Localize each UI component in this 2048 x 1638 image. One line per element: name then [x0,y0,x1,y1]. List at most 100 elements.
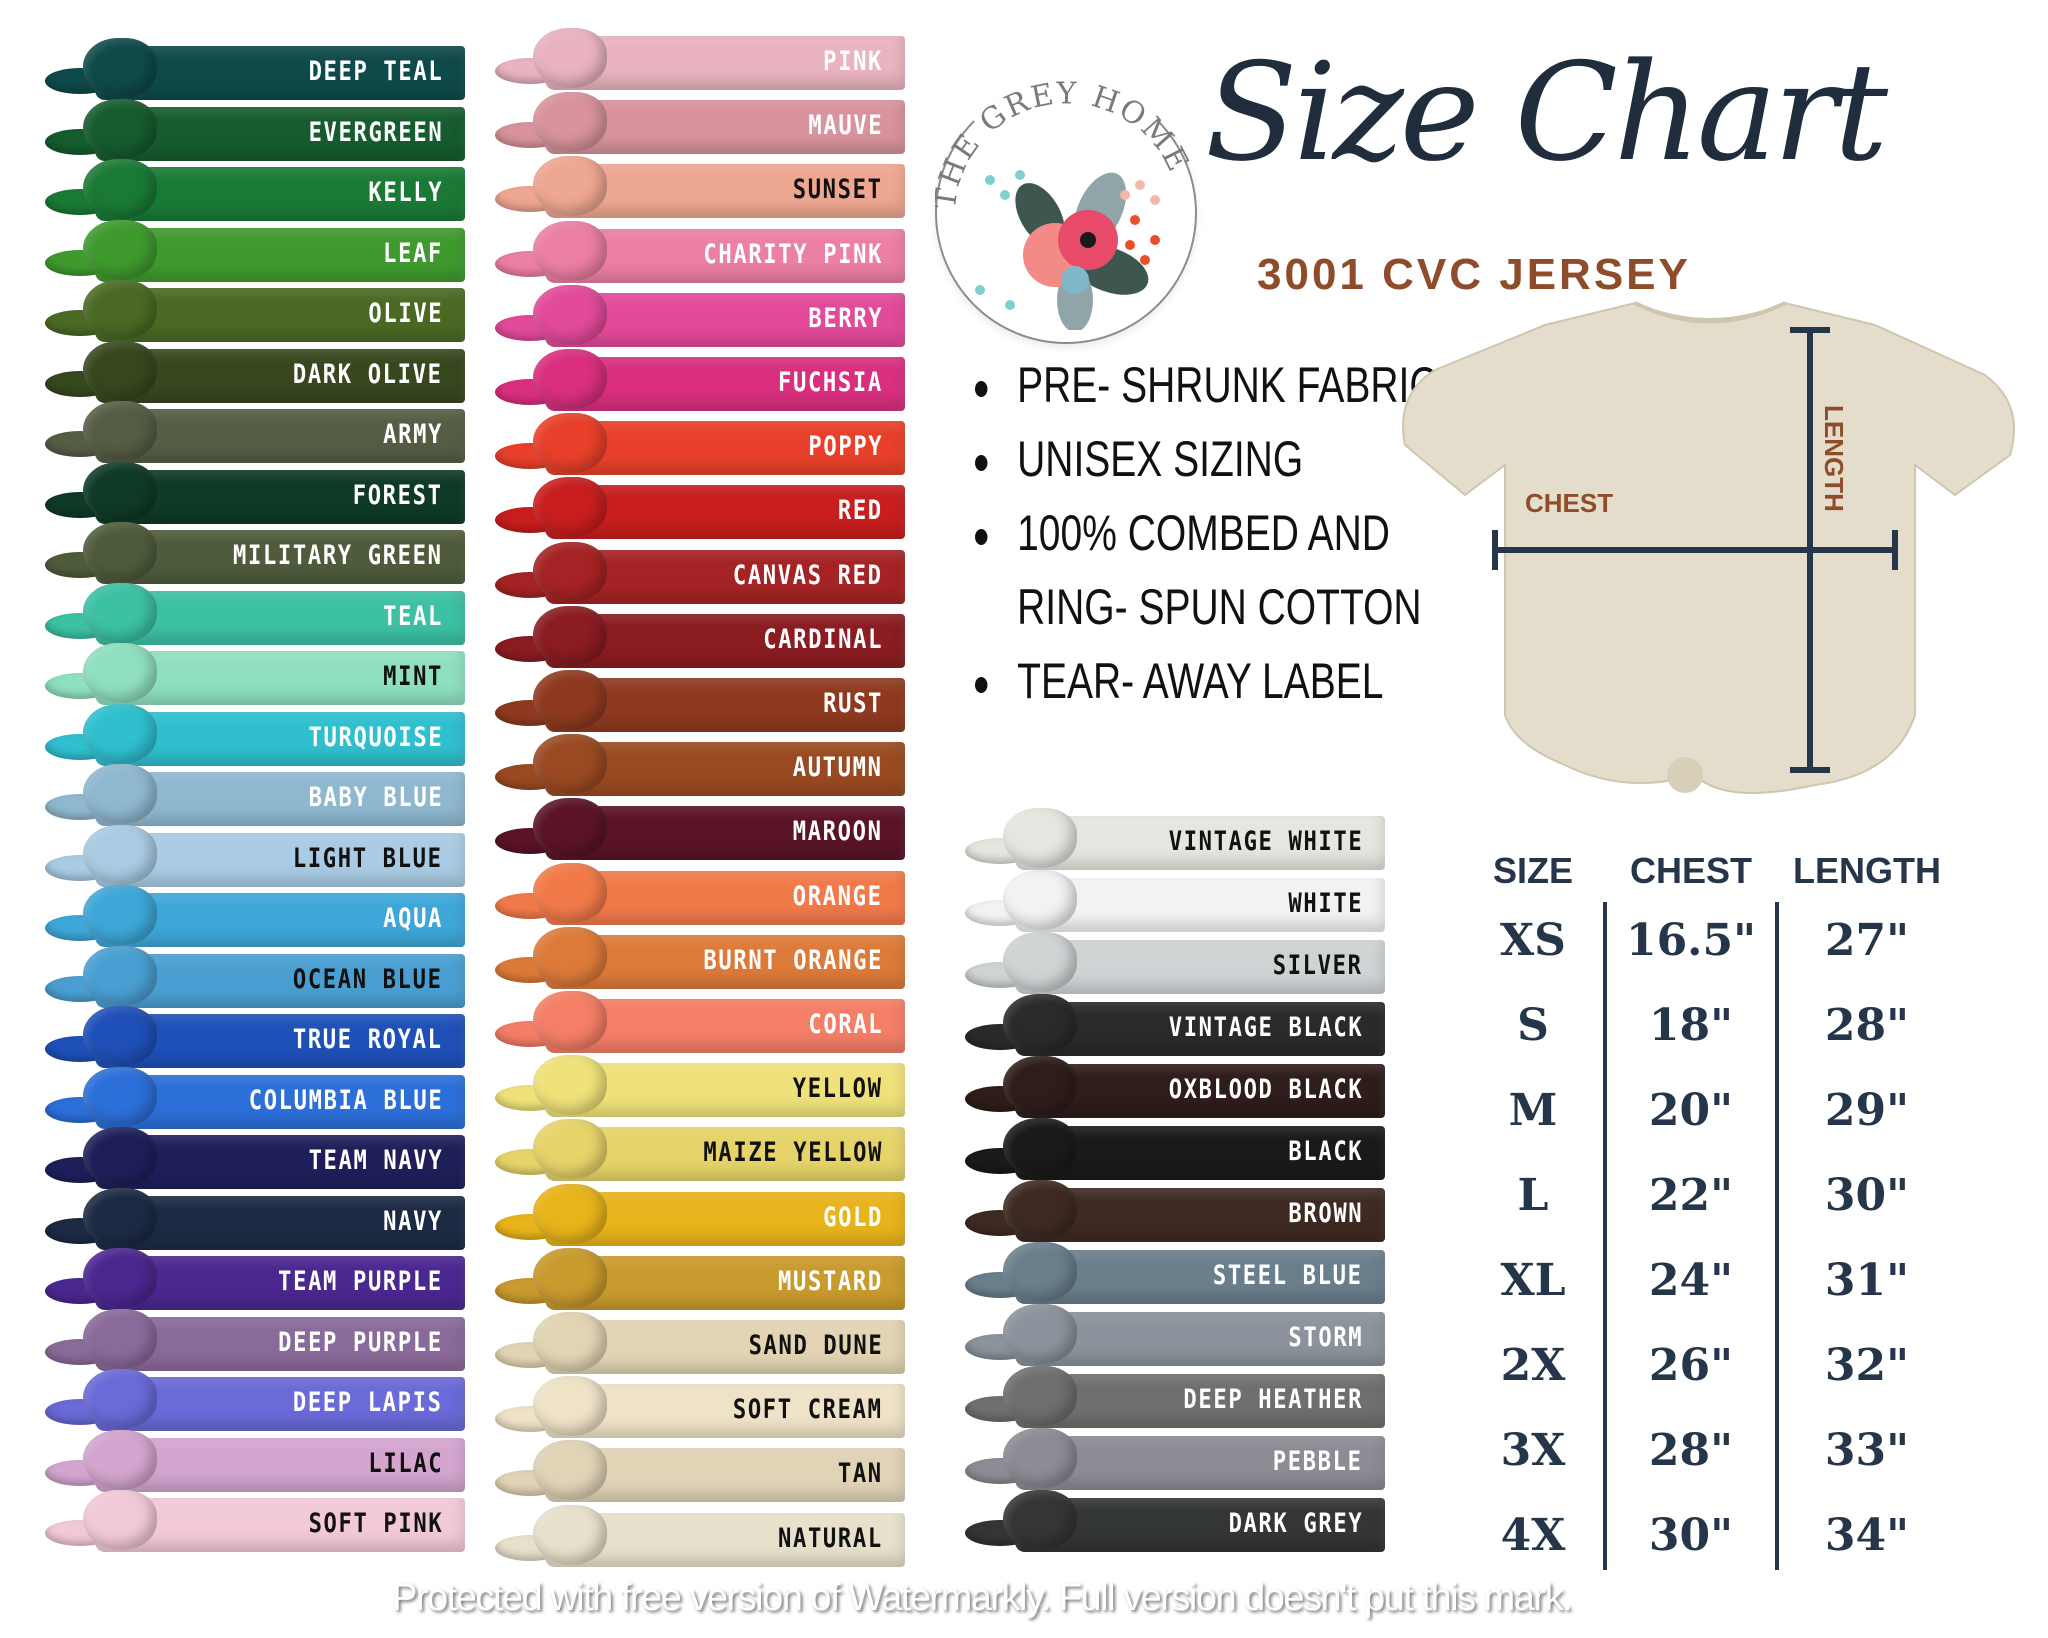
color-name: MINT [383,661,443,692]
color-swatch: DARK GREY [965,1490,1385,1558]
color-swatch: TEAL [45,582,465,651]
shirt-knot [1003,1490,1077,1550]
color-name: BLACK [1288,1136,1363,1167]
shirt-knot [533,349,607,409]
shirt-knot [533,1440,607,1501]
chest-cell: 22" [1648,1170,1734,1221]
shirt-knot [83,1187,157,1248]
shirt-knot [533,991,607,1051]
color-swatch: MAROON [495,798,905,866]
size-cell: S [1517,1000,1549,1051]
chest-cell: 28" [1648,1425,1734,1476]
color-name: STEEL BLUE [1213,1260,1363,1291]
shirt-knot [83,38,157,98]
color-swatch: LEAF [45,219,465,288]
color-name: BERRY [808,302,883,334]
length-label: LENGTH [1819,405,1849,512]
shirt-knot [533,156,607,217]
color-swatch: AUTUMN [495,734,905,802]
feature-item: 100% COMBED AND [975,503,1438,577]
shirt-knot [533,477,607,538]
color-swatch: DEEP PURPLE [45,1308,465,1377]
color-swatch: LIGHT BLUE [45,824,465,893]
color-swatch: EVERGREEN [45,98,465,167]
color-name: SILVER [1273,950,1363,981]
shirt-knot [1003,994,1077,1054]
chest-cell: 26" [1648,1340,1734,1391]
shirt-knot [533,605,607,666]
color-name: LILAC [368,1447,443,1479]
shirt-knot [533,1376,607,1437]
color-swatch: SUNSET [495,156,905,224]
color-swatch: DARK OLIVE [45,340,465,409]
tshirt-measurement-diagram: CHEST LENGTH [1402,301,2016,794]
shirt-knot [533,284,607,345]
color-swatch: TAN [495,1440,905,1508]
color-name: MAIZE YELLOW [703,1137,883,1169]
shirt-knot [1003,1180,1077,1240]
color-swatch: RED [495,477,905,545]
color-swatch: DEEP HEATHER [965,1366,1385,1434]
color-name: OCEAN BLUE [293,963,443,995]
color-swatch: TEAM PURPLE [45,1248,465,1316]
color-name: CORAL [808,1009,883,1040]
color-swatch: MINT [45,643,465,711]
watermark: Protected with free version of Watermark… [392,1577,1573,1619]
shirt-knot [83,159,157,219]
shirt-knot [533,670,607,730]
color-swatch: STORM [965,1304,1385,1372]
shirt-knot [533,28,607,88]
shirt-knot [533,541,607,602]
column-divider [1603,902,1607,1570]
shirt-knot [1003,1428,1077,1488]
color-swatch: BURNT ORANGE [495,926,905,995]
shirt-knot [533,92,607,153]
color-name: MUSTARD [778,1265,883,1297]
color-name: DEEP PURPLE [278,1326,443,1358]
color-swatch: OCEAN BLUE [45,945,465,1014]
color-swatch: CARDINAL [495,605,905,674]
color-name: CANVAS RED [733,559,883,591]
shirt-knot [533,220,607,281]
shirt-knot [533,734,607,795]
chest-label: CHEST [1525,488,1613,518]
color-swatch: SILVER [965,932,1385,1000]
shirt-knot [83,824,157,885]
color-swatch: FOREST [45,461,465,530]
color-swatch: STEEL BLUE [965,1242,1385,1310]
color-swatch: MAUVE [495,92,905,160]
color-swatch: OLIVE [45,280,465,348]
feature-item: UNISEX SIZING [975,429,1438,503]
shirt-knot [533,926,607,987]
color-swatch: PEBBLE [965,1428,1385,1496]
shirt-knot [83,219,157,280]
shirt-knot [83,643,157,703]
color-swatch: POPPY [495,413,905,481]
color-name: FUCHSIA [778,367,883,398]
color-swatch: MAIZE YELLOW [495,1119,905,1187]
shirt-knot [1003,1056,1077,1116]
shirt-knot [83,401,157,461]
shirt-knot [83,1248,157,1308]
color-name: LEAF [383,237,443,269]
color-swatch: SOFT PINK [45,1490,465,1558]
color-name: TEAM PURPLE [278,1266,443,1297]
length-cell: 29" [1824,1085,1910,1136]
color-swatch: LILAC [45,1429,465,1498]
color-name: NATURAL [778,1522,883,1554]
feature-text: TEAR- AWAY LABEL [1017,653,1384,709]
shirt-knot [83,98,157,159]
color-name: STORM [1288,1322,1363,1353]
shirt-knot [83,945,157,1006]
shirt-knot [533,1183,607,1244]
shirt-knot [533,862,607,923]
color-swatch: RUST [495,670,905,738]
color-swatch: CHARITY PINK [495,220,905,289]
shirt-knot [83,1066,157,1127]
color-swatch: ARMY [45,401,465,469]
color-name: OLIVE [368,298,443,329]
color-name: DARK OLIVE [293,358,443,390]
color-name: DEEP LAPIS [293,1387,443,1418]
color-name: RED [838,495,883,527]
color-name: LIGHT BLUE [293,842,443,874]
